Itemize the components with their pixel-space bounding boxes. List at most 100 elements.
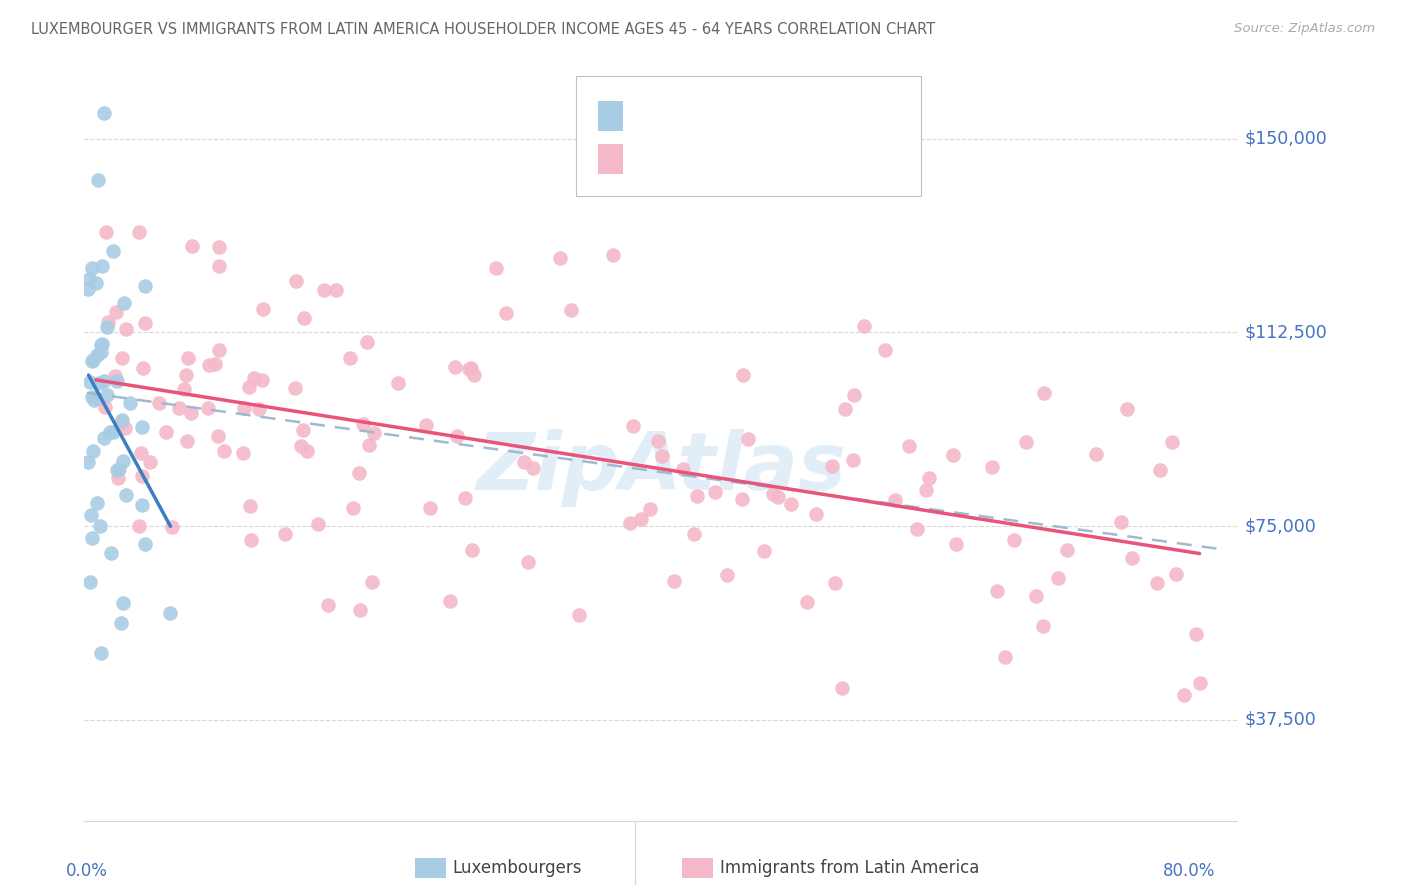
- Point: [274, 527, 297, 541]
- Point: [79, 574, 101, 589]
- Point: [898, 439, 921, 453]
- Point: [754, 543, 776, 558]
- Point: [90, 337, 112, 351]
- Point: [110, 415, 132, 429]
- Point: [439, 594, 461, 608]
- Point: [155, 425, 177, 439]
- Point: [128, 519, 150, 533]
- Point: [82, 261, 104, 276]
- Point: [980, 460, 1002, 475]
- Point: [844, 388, 866, 402]
- Point: [131, 420, 153, 434]
- Point: [103, 425, 125, 439]
- Point: [176, 434, 198, 449]
- Point: [352, 417, 374, 431]
- Point: [131, 498, 153, 512]
- Point: [685, 490, 707, 504]
- Text: $112,500: $112,500: [1244, 323, 1327, 342]
- Point: [79, 375, 101, 389]
- Point: [90, 646, 112, 660]
- Point: [1149, 463, 1171, 477]
- Point: [90, 345, 112, 359]
- Point: [87, 173, 110, 187]
- Point: [1015, 435, 1038, 450]
- Point: [1146, 576, 1168, 591]
- Point: [737, 432, 759, 446]
- Point: [318, 598, 340, 612]
- Point: [100, 546, 122, 560]
- Point: [284, 274, 307, 288]
- Point: [84, 392, 107, 406]
- Point: [94, 225, 117, 239]
- Point: [105, 374, 128, 388]
- Point: [291, 423, 314, 437]
- Point: [177, 351, 200, 366]
- Point: [82, 443, 104, 458]
- Text: ZipAtlas: ZipAtlas: [475, 429, 846, 508]
- Point: [284, 381, 307, 395]
- Point: [945, 537, 967, 551]
- Text: Immigrants from Latin America: Immigrants from Latin America: [720, 859, 979, 877]
- Point: [212, 443, 235, 458]
- Point: [522, 460, 544, 475]
- Point: [86, 277, 108, 291]
- Point: [131, 469, 153, 483]
- Point: [994, 650, 1017, 665]
- Point: [1033, 385, 1056, 400]
- Point: [841, 453, 863, 467]
- Point: [111, 413, 134, 427]
- Point: [986, 583, 1008, 598]
- Point: [134, 279, 156, 293]
- Point: [560, 302, 582, 317]
- Point: [207, 429, 229, 443]
- Point: [233, 401, 256, 415]
- Point: [96, 388, 118, 402]
- Point: [638, 502, 661, 516]
- Point: [363, 426, 385, 441]
- Point: [463, 368, 485, 382]
- Point: [918, 471, 941, 485]
- Point: [1116, 402, 1139, 417]
- Point: [647, 434, 669, 449]
- Point: [134, 537, 156, 551]
- Point: [766, 490, 789, 504]
- Point: [831, 681, 853, 695]
- Point: [568, 607, 591, 622]
- Point: [672, 462, 695, 476]
- Point: [252, 301, 274, 316]
- Point: [780, 498, 803, 512]
- Point: [208, 260, 231, 274]
- Point: [82, 353, 104, 368]
- Point: [180, 239, 202, 253]
- Point: [853, 318, 876, 333]
- Point: [485, 261, 508, 276]
- Point: [80, 508, 103, 522]
- Point: [110, 616, 132, 631]
- Point: [349, 603, 371, 617]
- Point: [82, 531, 104, 545]
- Point: [387, 376, 409, 390]
- Point: [86, 496, 108, 510]
- Point: [804, 507, 827, 521]
- Text: R = -0.532   N = 142: R = -0.532 N = 142: [630, 150, 811, 168]
- Point: [295, 443, 318, 458]
- Point: [208, 240, 231, 254]
- Point: [1056, 542, 1078, 557]
- Point: [820, 459, 842, 474]
- Point: [112, 295, 135, 310]
- Point: [128, 225, 150, 239]
- Point: [458, 362, 481, 376]
- Point: [90, 337, 112, 351]
- Point: [325, 283, 347, 297]
- Point: [1185, 627, 1208, 641]
- Point: [1121, 550, 1143, 565]
- Point: [495, 306, 517, 320]
- Point: [630, 512, 652, 526]
- Point: [443, 359, 465, 374]
- Point: [716, 568, 738, 582]
- Point: [104, 368, 127, 383]
- Point: [621, 419, 644, 434]
- Point: [1046, 571, 1069, 585]
- Point: [796, 595, 818, 609]
- Text: 0.0%: 0.0%: [66, 862, 108, 880]
